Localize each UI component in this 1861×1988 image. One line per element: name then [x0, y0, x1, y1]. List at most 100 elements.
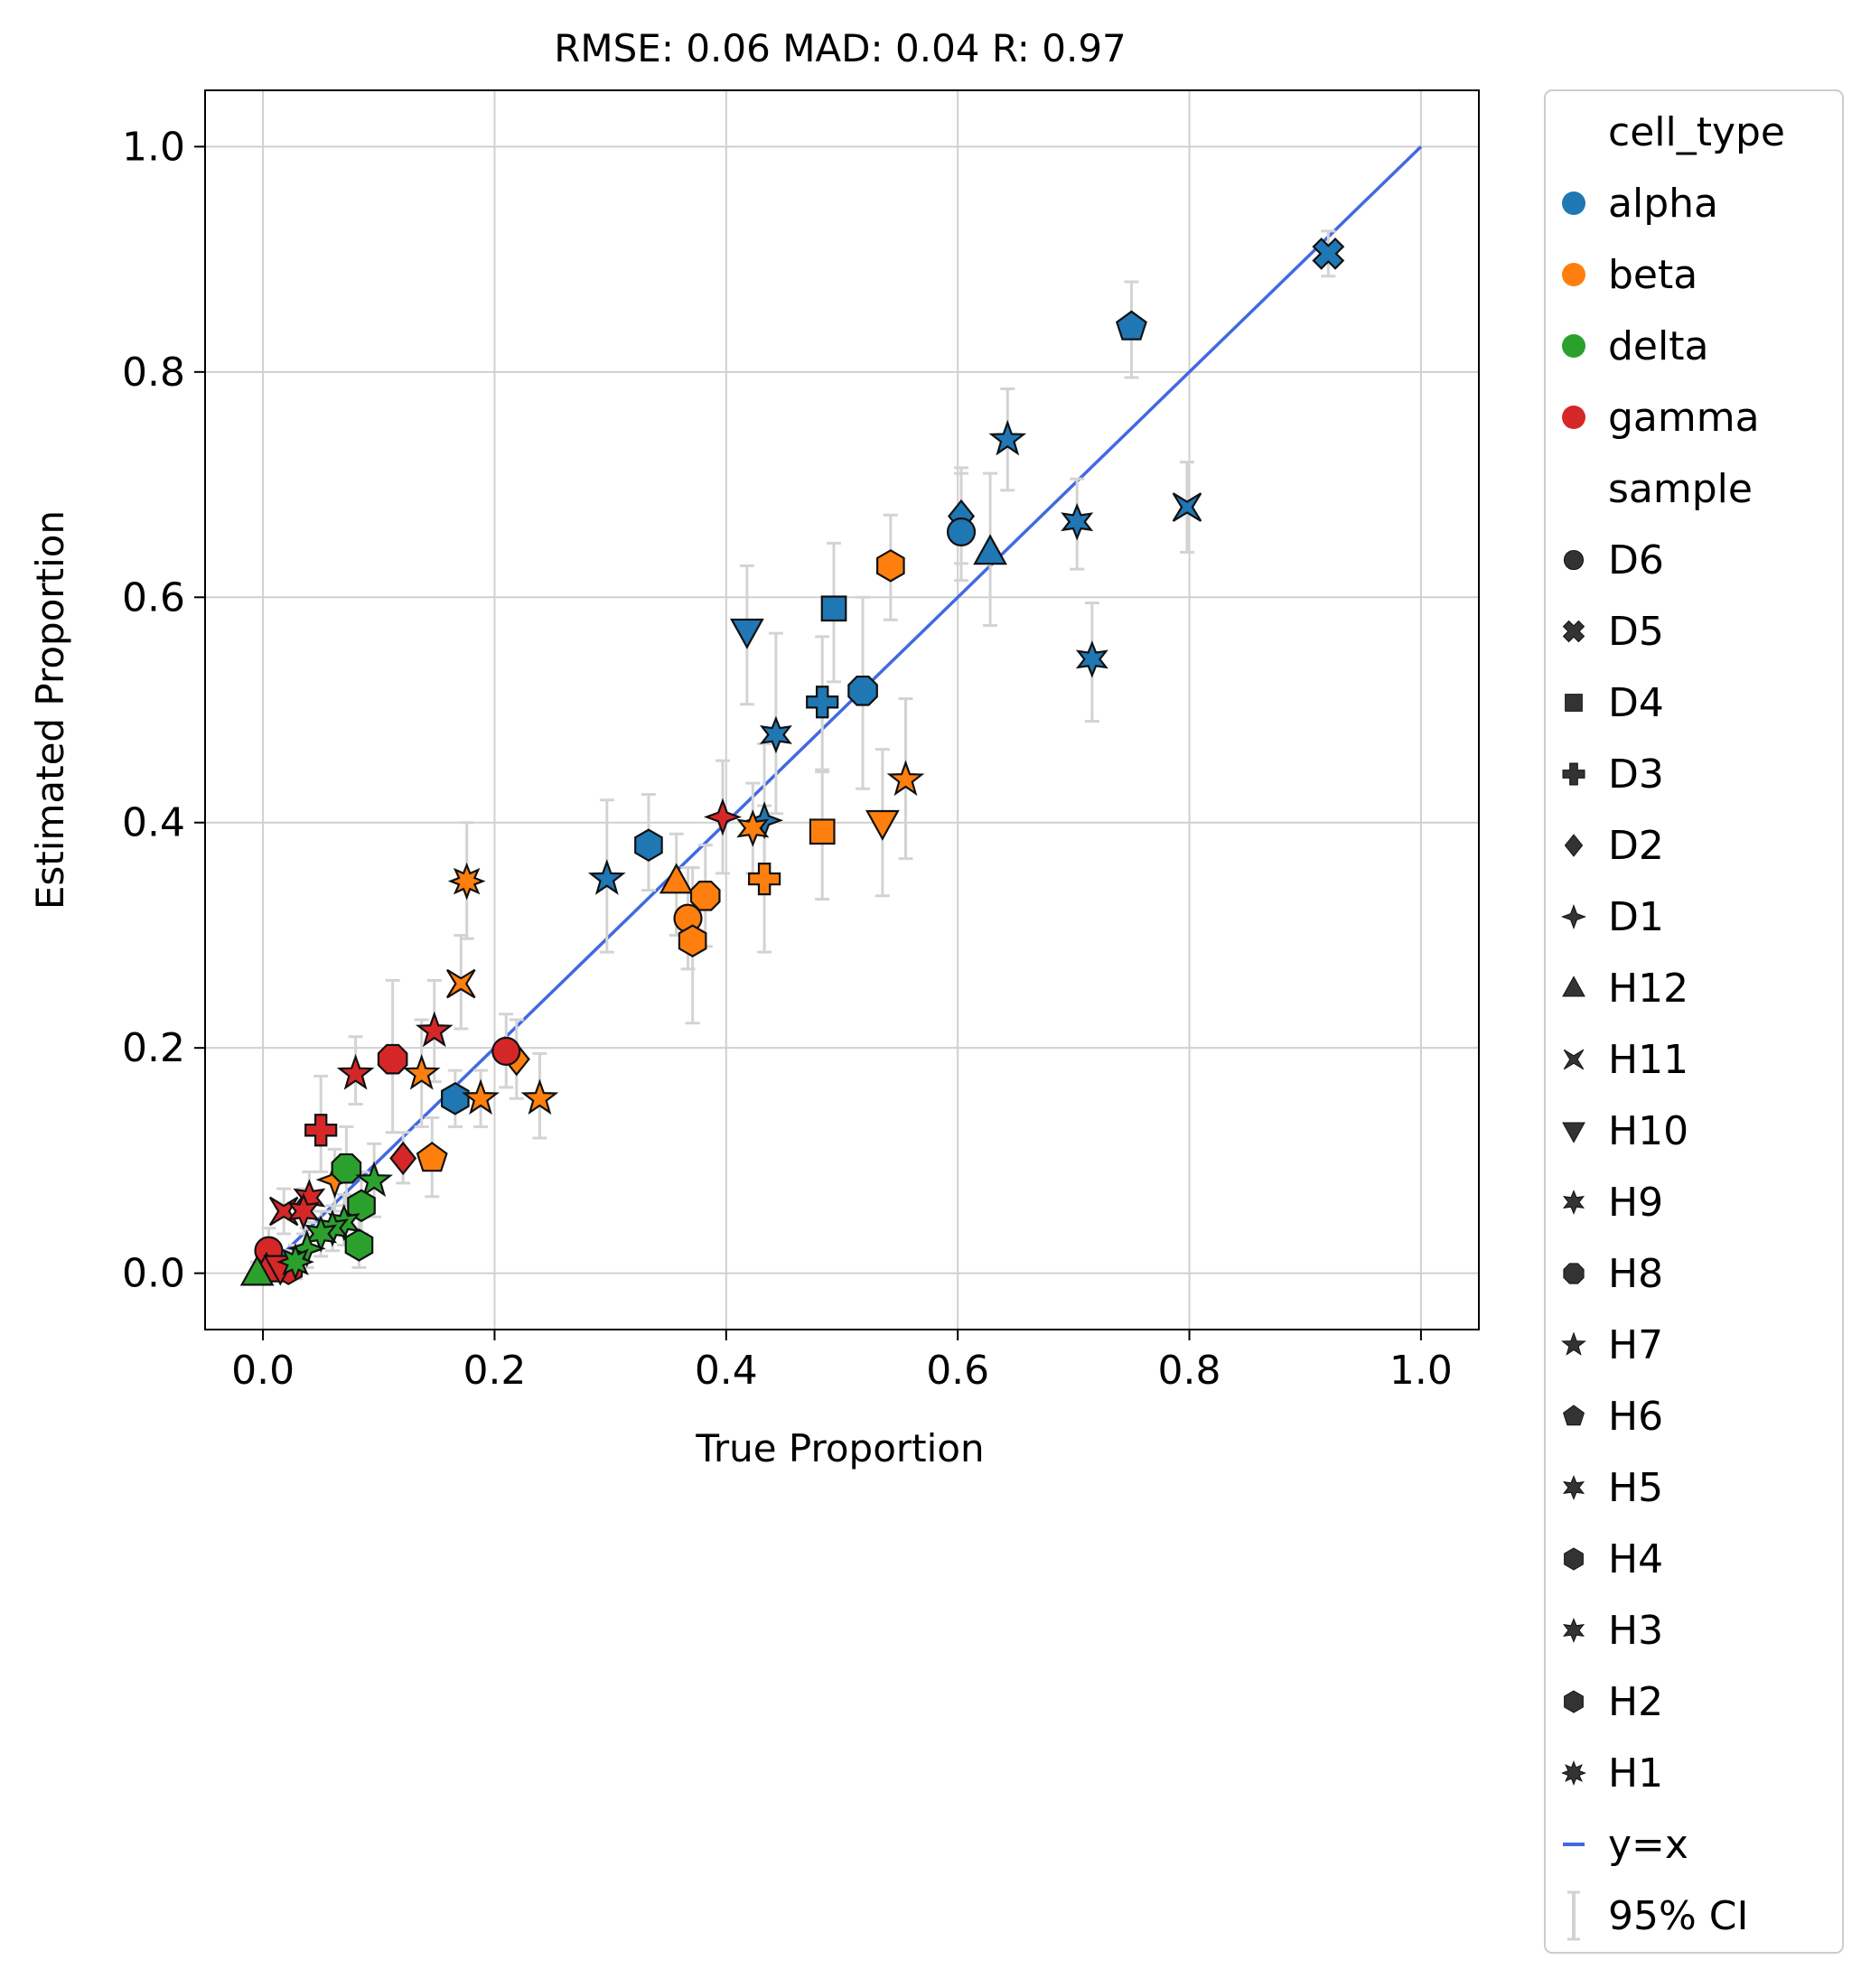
data-point: [355, 1161, 394, 1198]
data-point: [587, 859, 626, 895]
legend-marker: [1564, 1547, 1584, 1571]
data-point: [1312, 237, 1345, 270]
legend-item-sample: D1: [1560, 894, 1664, 940]
legend-label: H3: [1608, 1608, 1663, 1654]
data-point: [659, 863, 694, 894]
data-point: [759, 715, 792, 754]
data-point: [689, 880, 721, 911]
y-tick-label: 0.4: [122, 800, 185, 846]
legend-item-sample: D5: [1562, 609, 1664, 655]
data-point: [446, 968, 476, 999]
legend-marker: [1562, 1475, 1585, 1500]
legend-item-gamma: gamma: [1562, 395, 1760, 441]
x-tick-label: 0.8: [1158, 1348, 1221, 1394]
legend-item-beta: beta: [1562, 252, 1697, 298]
legend-item-sample: H6: [1563, 1394, 1663, 1440]
legend-item-sample: H9: [1562, 1180, 1663, 1226]
data-point: [336, 1053, 375, 1090]
data-point: [331, 1153, 362, 1184]
legend-label: delta: [1608, 323, 1708, 369]
legend-marker: [1563, 1263, 1585, 1284]
data-point: [447, 862, 486, 901]
x-tick-label: 0.0: [231, 1348, 295, 1394]
legend-marker: [1562, 975, 1585, 997]
legend-label: H1: [1608, 1750, 1663, 1797]
data-point: [809, 818, 836, 845]
legend-label: D4: [1608, 680, 1664, 726]
data-point: [462, 1078, 500, 1115]
data-point: [703, 798, 743, 836]
legend-label: H11: [1608, 1037, 1688, 1083]
y-tick-label: 0.0: [122, 1251, 185, 1297]
data-point: [736, 809, 770, 847]
data-point: [344, 1228, 374, 1262]
data-point: [239, 1255, 275, 1286]
plot-frame: [204, 89, 1480, 1330]
y-tick-label: 0.2: [122, 1025, 185, 1071]
data-point: [1172, 492, 1202, 522]
legend-label: H8: [1608, 1251, 1663, 1297]
x-tick-label: 0.2: [463, 1348, 526, 1394]
legend-title-cell-type: cell_type: [1608, 109, 1785, 155]
data-point: [402, 1053, 441, 1090]
legend-label: H9: [1608, 1180, 1663, 1226]
legend-box: [1544, 89, 1844, 1954]
y-tick-label: 0.8: [122, 350, 185, 396]
legend-item-sample: H11: [1563, 1037, 1688, 1083]
legend-item-sample: D3: [1562, 751, 1664, 798]
x-tick-label: 0.6: [926, 1348, 989, 1394]
legend-marker: [1560, 903, 1587, 930]
legend-item-sample: D4: [1565, 680, 1664, 726]
legend-label: gamma: [1608, 395, 1760, 441]
legend-item-ci: 95% CI: [1567, 1890, 1748, 1941]
legend-title-sample: sample: [1608, 466, 1753, 512]
data-point: [886, 760, 925, 797]
legend-item-sample: H3: [1562, 1608, 1663, 1654]
y-tick-label: 0.6: [122, 574, 185, 621]
legend-label: y=x: [1608, 1822, 1688, 1868]
legend-swatch: [1562, 334, 1585, 358]
legend-marker: [1562, 620, 1585, 643]
legend-marker: [1565, 694, 1583, 712]
data-point: [1061, 502, 1094, 541]
legend-marker: [1562, 1122, 1585, 1143]
legend-item-sample: H10: [1562, 1108, 1688, 1154]
data-point: [946, 517, 977, 546]
legend-label: H12: [1608, 966, 1688, 1012]
legend-marker: [1563, 1405, 1585, 1426]
data-point: [520, 1078, 559, 1115]
legend-label: H10: [1608, 1108, 1688, 1154]
data-point: [865, 809, 900, 841]
data-point: [748, 862, 781, 896]
data-point: [634, 828, 663, 862]
legend-item-sample: H5: [1562, 1465, 1663, 1511]
legend-item-sample: H8: [1563, 1251, 1663, 1297]
legend-item-sample: D2: [1564, 823, 1664, 869]
legend-item-sample: H2: [1564, 1679, 1663, 1725]
legend-item-sample: D6: [1563, 537, 1664, 583]
legend-swatch: [1562, 263, 1585, 286]
legend-swatch: [1562, 406, 1585, 429]
data-point: [1115, 310, 1147, 341]
axis-ticks: 0.0 0.2 0.4 0.6 0.8 1.0 0.0 0.2 0.4 0.6 0.8 1.0: [122, 124, 1453, 1394]
legend-item-line: y=x: [1563, 1822, 1688, 1868]
legend-label: alpha: [1608, 181, 1718, 227]
data-point: [491, 1036, 521, 1066]
data-point: [730, 618, 764, 649]
legend-label: D1: [1608, 894, 1664, 940]
legend-marker: [1562, 1190, 1585, 1215]
y-tick-label: 1.0: [122, 124, 185, 170]
chart-title: RMSE: 0.06 MAD: 0.04 R: 0.97: [554, 26, 1127, 70]
x-tick-label: 0.4: [695, 1348, 758, 1394]
data-point: [876, 549, 905, 583]
legend-item-sample: H12: [1562, 966, 1688, 1012]
data-point: [847, 675, 878, 706]
legend-label: H4: [1608, 1536, 1663, 1582]
data-point: [286, 1192, 320, 1230]
data-point: [988, 419, 1027, 456]
data-point: [304, 1114, 338, 1147]
legend-label: 95% CI: [1608, 1893, 1748, 1939]
legend-label: H2: [1608, 1679, 1663, 1725]
